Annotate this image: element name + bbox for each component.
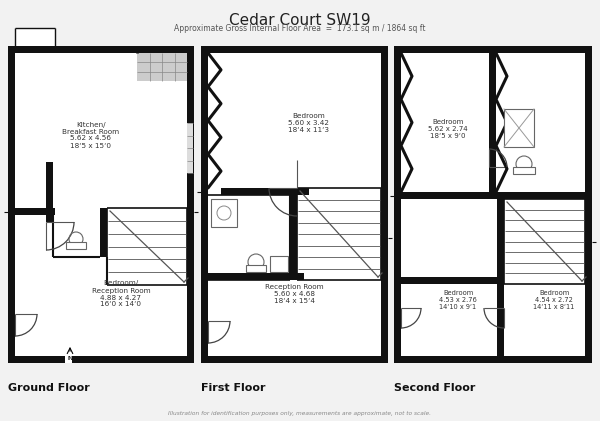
Bar <box>394 356 592 363</box>
Bar <box>208 46 223 53</box>
Bar <box>541 46 554 53</box>
Bar <box>208 273 290 280</box>
Bar <box>489 53 496 192</box>
Bar <box>258 46 273 53</box>
Text: Reception Room
5.60 x 4.68
18‘4 x 15‘4: Reception Room 5.60 x 4.68 18‘4 x 15‘4 <box>265 284 323 304</box>
Text: Approximate Gross Internal Floor Area  =  173.1 sq m / 1864 sq ft: Approximate Gross Internal Floor Area = … <box>174 24 426 33</box>
Bar <box>401 46 414 53</box>
Bar <box>326 46 341 53</box>
Bar <box>554 46 561 53</box>
Bar <box>187 123 193 173</box>
Text: IN: IN <box>67 356 73 361</box>
Bar <box>65 356 72 363</box>
Text: Bedroom
5.60 x 3.42
18‘4 x 11‘3: Bedroom 5.60 x 3.42 18‘4 x 11‘3 <box>289 113 329 133</box>
Bar <box>497 199 504 356</box>
Bar <box>308 356 323 363</box>
Bar <box>290 188 297 280</box>
Bar <box>107 208 187 285</box>
Bar <box>8 46 194 363</box>
Bar <box>187 46 194 363</box>
Bar <box>501 46 514 53</box>
Text: Bedroom
4.53 x 2.76
14‘10 x 9‘1: Bedroom 4.53 x 2.76 14‘10 x 9‘1 <box>439 290 477 310</box>
Bar <box>201 356 388 363</box>
Bar <box>439 46 446 53</box>
Bar <box>66 242 86 249</box>
Bar <box>466 356 481 363</box>
Bar <box>201 46 388 53</box>
Bar <box>506 356 521 363</box>
Bar <box>461 46 474 53</box>
Bar <box>208 356 223 363</box>
Bar <box>137 53 187 81</box>
Text: Second Floor: Second Floor <box>394 383 475 393</box>
Bar <box>308 46 315 53</box>
Bar <box>246 265 266 272</box>
Bar <box>270 256 288 272</box>
Bar <box>208 195 290 280</box>
Text: Illustration for identification purposes only, measurements are approximate, not: Illustration for identification purposes… <box>169 411 431 416</box>
Bar <box>100 208 107 257</box>
Bar <box>356 46 371 53</box>
Bar <box>268 356 283 363</box>
Bar <box>46 162 53 222</box>
Text: Bedroom
4.54 x 2.72
14‘11 x 8‘11: Bedroom 4.54 x 2.72 14‘11 x 8‘11 <box>533 290 575 310</box>
Text: Bedroom/
Reception Room
4.88 x 4.27
16‘0 x 14‘0: Bedroom/ Reception Room 4.88 x 4.27 16‘0… <box>92 280 151 307</box>
Bar <box>65 356 85 363</box>
Bar <box>201 46 208 363</box>
Bar <box>474 46 481 53</box>
Bar <box>8 46 15 363</box>
Bar <box>208 280 381 356</box>
Bar <box>394 46 401 363</box>
Text: Kitchen/
Breakfast Room
5.62 x 4.56
18‘5 x 15‘0: Kitchen/ Breakfast Room 5.62 x 4.56 18‘5… <box>62 122 119 149</box>
Bar <box>15 28 55 46</box>
Text: Bedroom
5.62 x 2.74
18‘5 x 9‘0: Bedroom 5.62 x 2.74 18‘5 x 9‘0 <box>428 119 468 139</box>
Bar <box>201 46 388 363</box>
Bar <box>293 46 308 53</box>
Bar <box>381 46 388 363</box>
Bar <box>401 277 504 284</box>
Text: First Floor: First Floor <box>201 383 265 393</box>
Bar <box>346 356 361 363</box>
Bar <box>297 188 381 280</box>
Bar <box>245 46 252 53</box>
Bar <box>221 188 309 195</box>
Bar <box>504 109 534 147</box>
Bar <box>549 356 564 363</box>
Bar <box>8 46 194 53</box>
Bar <box>401 192 585 199</box>
Bar <box>297 273 304 280</box>
Bar <box>429 356 444 363</box>
Bar <box>504 192 585 199</box>
Bar <box>513 167 535 174</box>
Bar <box>414 46 421 53</box>
Text: Cedar Court SW19: Cedar Court SW19 <box>229 13 371 28</box>
Bar <box>341 46 348 53</box>
Bar <box>569 46 582 53</box>
Bar <box>401 356 416 363</box>
Bar <box>504 199 585 284</box>
Bar <box>585 46 592 363</box>
Bar <box>230 46 245 53</box>
Bar <box>211 199 237 227</box>
Bar <box>394 46 592 363</box>
Bar <box>273 46 280 53</box>
Bar <box>514 46 521 53</box>
Bar <box>371 46 378 53</box>
Bar <box>394 46 592 53</box>
Bar <box>8 356 194 363</box>
Text: Ground Floor: Ground Floor <box>8 383 90 393</box>
Bar <box>426 46 439 53</box>
Bar <box>53 215 100 257</box>
Bar <box>15 208 55 215</box>
Bar <box>223 46 230 53</box>
Bar <box>233 356 248 363</box>
